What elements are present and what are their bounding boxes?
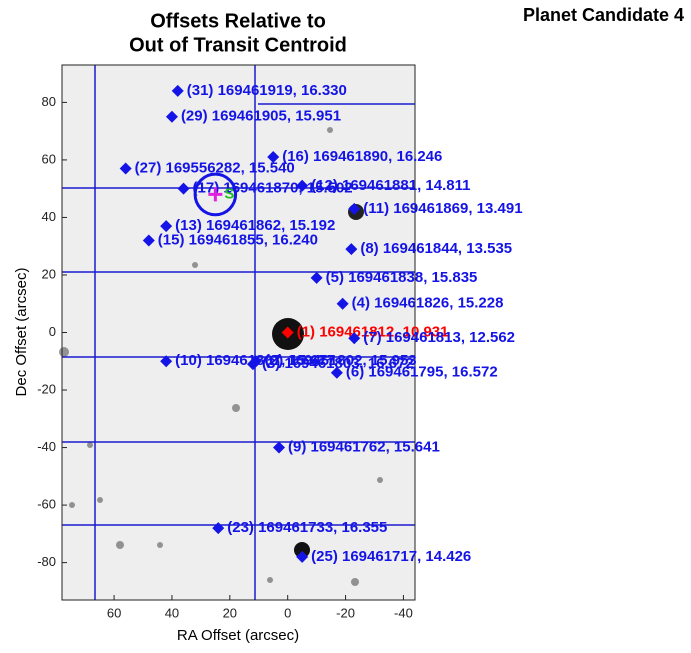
- star-label: (5) 169461838, 15.835: [326, 269, 478, 286]
- star-label: (11) 169461869, 13.491: [363, 200, 522, 217]
- star-marker: [246, 358, 259, 371]
- star-label: (3) 169461803, 16.672: [262, 355, 414, 372]
- star-marker: [336, 297, 349, 310]
- star-label: (25) 169461717, 14.426: [311, 548, 471, 565]
- star-marker: [212, 522, 225, 535]
- star-label: (27) 169556282, 15.540: [135, 160, 295, 177]
- x-axis-label: RA Offset (arcsec): [177, 627, 299, 644]
- y-tick-label: -40: [37, 439, 56, 454]
- star-marker: [273, 441, 286, 454]
- star-label: (2) 169461802, 15.953: [265, 352, 417, 369]
- y-tick-label: 0: [49, 324, 56, 339]
- y-tick-label: 80: [42, 94, 56, 109]
- star-image: [294, 542, 310, 558]
- centroid-label: S: [224, 185, 234, 202]
- chart-title: Offsets Relative to: [150, 10, 326, 32]
- star-label: (31) 169461919, 16.330: [187, 82, 347, 99]
- star-marker: [345, 243, 358, 256]
- star-label: (15) 169461855, 16.240: [158, 231, 318, 248]
- y-tick-label: 60: [42, 151, 56, 166]
- y-axis-label: Dec Offset (arcsec): [13, 268, 30, 397]
- star-marker: [142, 234, 155, 247]
- star-marker: [267, 151, 280, 164]
- star-marker: [348, 332, 361, 345]
- star-label: (29) 169461905, 15.951: [181, 108, 341, 125]
- star-label: (16) 169461890, 16.246: [282, 148, 442, 165]
- x-tick-label: 40: [165, 605, 179, 620]
- star-label: (9) 169461762, 15.641: [288, 439, 440, 456]
- page-title: Planet Candidate 4: [523, 5, 684, 25]
- star-marker: [310, 271, 323, 284]
- star-label: (8) 169461844, 13.535: [360, 240, 512, 257]
- y-tick-label: 20: [42, 266, 56, 281]
- centroid-uncertainty: [193, 172, 238, 217]
- y-tick-label: -60: [37, 497, 56, 512]
- x-tick-label: 0: [284, 605, 291, 620]
- star-label: (4) 169461826, 15.228: [352, 295, 504, 312]
- y-tick-label: 40: [42, 209, 56, 224]
- x-tick-label: -20: [336, 605, 355, 620]
- star-marker: [160, 355, 173, 368]
- star-label: (23) 169461733, 16.355: [227, 519, 387, 536]
- star-label: (1) 169461812, 10.931: [297, 323, 449, 340]
- star-marker: [177, 182, 190, 195]
- star-label: (7) 169461813, 12.562: [363, 329, 515, 346]
- y-tick-label: -80: [37, 554, 56, 569]
- star-marker: [160, 220, 173, 233]
- sky-image: [62, 65, 415, 600]
- x-tick-label: -40: [394, 605, 413, 620]
- y-tick-label: -20: [37, 381, 56, 396]
- star-marker: [330, 366, 343, 379]
- star-label: (6) 169461795, 16.572: [346, 364, 498, 381]
- chart-title: Out of Transit Centroid: [129, 34, 347, 56]
- ccd-boundaries: [62, 65, 415, 600]
- star-label: (13) 169461862, 15.192: [175, 217, 335, 234]
- star-label: (12) 169461881, 14.811: [311, 177, 470, 194]
- star-marker: [296, 179, 309, 192]
- x-tick-label: 20: [223, 605, 237, 620]
- star-marker: [171, 84, 184, 97]
- star-marker: [348, 202, 361, 215]
- centroid-marker: [208, 187, 223, 202]
- sky-stars: [59, 127, 383, 586]
- star-marker: [119, 162, 132, 175]
- star-marker: [296, 550, 309, 563]
- star-marker: [165, 110, 178, 123]
- x-tick-label: 60: [107, 605, 121, 620]
- star-marker: [281, 326, 294, 339]
